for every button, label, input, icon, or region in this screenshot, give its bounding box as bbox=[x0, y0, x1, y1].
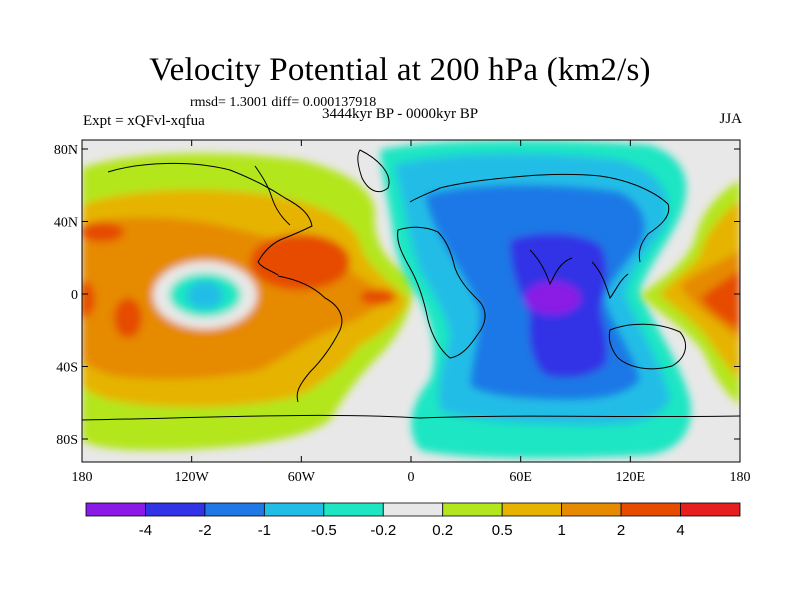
colorbar-swatch bbox=[561, 502, 622, 517]
colorbar-label: -4 bbox=[139, 522, 152, 539]
colorbar: -4 -2 -1 -0.5 -0.2 0.2 0.5 1 2 4 bbox=[85, 502, 741, 539]
x-tick-label: 60W bbox=[288, 470, 316, 485]
y-tick-label: 80N bbox=[54, 143, 78, 158]
map-field bbox=[82, 140, 740, 462]
colorbar-swatch bbox=[680, 502, 741, 517]
y-tick-label: 40N bbox=[54, 216, 78, 231]
colorbar-label: -0.2 bbox=[370, 522, 396, 539]
colorbar-swatch bbox=[204, 502, 265, 517]
season-label: JJA bbox=[719, 111, 742, 127]
colorbar-label: 0.2 bbox=[432, 522, 453, 539]
colorbar-swatch bbox=[382, 502, 444, 517]
colorbar-label: 0.5 bbox=[492, 522, 513, 539]
positive-region-west bbox=[82, 153, 413, 451]
colorbar-label: 4 bbox=[676, 522, 684, 539]
axis-ticks: 180 120W 60W 0 60E 120E 180 80N 40N 0 40S 80S bbox=[54, 140, 751, 485]
colorbar-swatch bbox=[263, 502, 325, 517]
colorbar-label: -1 bbox=[258, 522, 271, 539]
period-label: 3444kyr BP - 0000kyr BP bbox=[322, 106, 479, 122]
coastlines bbox=[82, 149, 740, 421]
x-tick-label: 180 bbox=[72, 470, 93, 485]
stats-text: rmsd= 1.3001 diff= 0.000137918 bbox=[190, 95, 377, 110]
y-tick-label: 80S bbox=[56, 433, 78, 448]
colorbar-label: 2 bbox=[617, 522, 625, 539]
colorbar-swatch bbox=[145, 502, 206, 517]
colorbar-swatch bbox=[501, 502, 563, 517]
negative-region-east bbox=[380, 140, 691, 459]
x-tick-label: 60E bbox=[509, 470, 532, 485]
colorbar-swatch bbox=[85, 502, 146, 517]
colorbar-swatch bbox=[323, 502, 384, 517]
y-tick-label: 40S bbox=[56, 361, 78, 376]
x-tick-label: 0 bbox=[408, 470, 415, 485]
colorbar-label: -2 bbox=[198, 522, 211, 539]
positive-region-pacific bbox=[82, 180, 740, 405]
y-tick-label: 0 bbox=[71, 288, 78, 303]
x-tick-label: 120W bbox=[175, 470, 210, 485]
colorbar-label: -0.5 bbox=[311, 522, 337, 539]
x-tick-label: 180 bbox=[730, 470, 751, 485]
experiment-label: Expt = xQFvl-xqfua bbox=[83, 113, 205, 129]
colorbar-label: 1 bbox=[557, 522, 565, 539]
colorbar-swatch bbox=[620, 502, 681, 517]
page-title: Velocity Potential at 200 hPa (km2/s) bbox=[149, 52, 651, 88]
colorbar-swatch bbox=[442, 502, 503, 517]
x-tick-label: 120E bbox=[616, 470, 646, 485]
